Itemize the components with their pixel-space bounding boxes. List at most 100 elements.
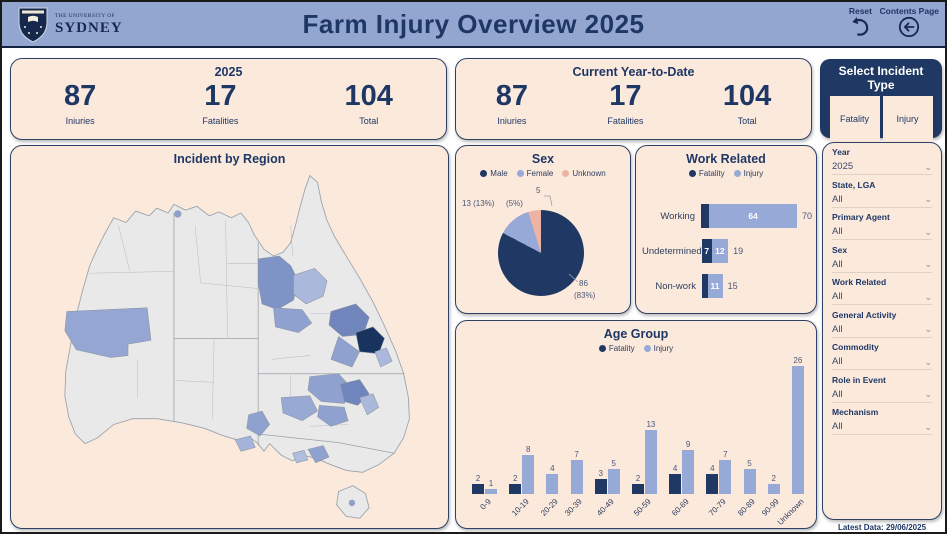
age-bar[interactable]	[509, 484, 522, 494]
contents-page-button[interactable]: Contents Page	[879, 6, 939, 43]
work-total-label: 15	[727, 281, 738, 291]
filter-dropdown[interactable]: All ⌄	[832, 291, 932, 305]
map-region[interactable]	[359, 393, 380, 416]
university-crest-icon	[18, 7, 48, 43]
australia-map[interactable]	[11, 168, 446, 524]
map-region[interactable]	[307, 445, 330, 464]
map-region[interactable]	[280, 395, 318, 421]
age-bar-value: 4	[672, 464, 678, 474]
filter-dropdown[interactable]: All ⌄	[832, 389, 932, 403]
pie-label-unknown-count: 5	[536, 186, 541, 195]
age-bar[interactable]	[644, 430, 657, 494]
work-bar-segment[interactable]: 12	[711, 239, 729, 263]
filter-commodity: Commodity All ⌄	[832, 342, 932, 370]
work-bar-segment[interactable]	[702, 274, 708, 298]
age-group-column: 26 Unknown	[775, 356, 805, 527]
filter-dropdown[interactable]: All ⌄	[832, 421, 932, 435]
work-bar-segment[interactable]: 64	[709, 204, 797, 228]
map-region[interactable]	[355, 326, 385, 354]
age-bar[interactable]	[706, 474, 719, 494]
legend-label: Unknown	[572, 169, 606, 178]
chevron-down-icon: ⌄	[924, 194, 932, 204]
work-bar-segment[interactable]: 11	[707, 274, 723, 298]
latest-data-label: Latest Data: 29/06/2025	[837, 523, 927, 532]
age-bar-value: 2	[771, 474, 776, 484]
sex-pie-chart[interactable]	[498, 210, 584, 296]
legend-dot-icon	[643, 345, 651, 352]
age-group-column: 4 9 60-69	[669, 440, 695, 518]
map-region[interactable]	[64, 307, 152, 358]
filter-dropdown[interactable]: All ⌄	[832, 324, 932, 338]
reset-button[interactable]: Reset	[849, 6, 872, 43]
work-bar-segment[interactable]	[701, 204, 710, 228]
age-bar[interactable]	[522, 454, 535, 494]
age-bar-value: 5	[747, 459, 752, 469]
chevron-down-icon: ⌄	[924, 291, 932, 302]
back-arrow-circle-icon	[899, 16, 920, 38]
age-bar[interactable]	[607, 469, 620, 494]
injury-button[interactable]: Injury	[882, 96, 933, 142]
filter-dropdown[interactable]: All ⌄	[832, 226, 932, 240]
filter-role-in-event: Role in Event All ⌄	[832, 375, 932, 403]
filter-value: All	[832, 258, 843, 270]
map-region[interactable]	[246, 410, 270, 437]
age-bar-value: 5	[611, 459, 616, 469]
filter-value: All	[832, 226, 843, 237]
map-region[interactable]	[234, 435, 256, 452]
map-region[interactable]	[174, 210, 182, 218]
legend-item[interactable]: Fatality	[598, 344, 635, 353]
legend-item[interactable]: Injury	[643, 344, 673, 353]
age-category-label: 20-29	[539, 497, 560, 518]
age-bar-column: 2	[767, 474, 780, 494]
age-group-column: 4 7 70-79	[706, 450, 732, 518]
work-bar-segment[interactable]: 7	[702, 239, 712, 263]
filter-dropdown[interactable]: All ⌄	[832, 356, 932, 370]
header-bar: THE UNIVERSITY OF SYDNEY Farm Injury Ove…	[2, 2, 945, 48]
chevron-down-icon: ⌄	[924, 161, 932, 172]
age-bar-value: 13	[646, 420, 656, 429]
age-bar[interactable]	[485, 489, 497, 494]
map-region[interactable]	[330, 336, 360, 368]
age-bar[interactable]	[546, 474, 559, 494]
age-bar[interactable]	[594, 479, 607, 494]
stat-injuries: 87 Iniuries	[64, 80, 97, 126]
fatality-button[interactable]: Fatality	[829, 96, 880, 142]
filter-value: All	[832, 193, 843, 205]
filter-label: Primary Agent	[832, 212, 890, 222]
age-bar-column: 4	[706, 464, 719, 494]
age-category-label: 80-89	[736, 497, 758, 518]
legend-label: Injury	[743, 169, 764, 178]
age-bar-column: 2	[631, 474, 644, 494]
age-bar[interactable]	[791, 366, 804, 494]
filter-dropdown[interactable]: 2025 ⌄	[832, 161, 932, 175]
work-category-label: Working	[660, 210, 695, 222]
map-region[interactable]	[257, 255, 299, 310]
filter-dropdown[interactable]: All ⌄	[832, 259, 932, 273]
legend-item[interactable]: Injury	[733, 169, 764, 178]
map-region[interactable]	[273, 307, 313, 333]
filter-label: State, LGA	[832, 179, 876, 190]
pie-label-male-pct: (83%)	[574, 291, 596, 300]
legend-item[interactable]: Fatality	[688, 169, 725, 178]
age-bar[interactable]	[719, 459, 732, 494]
map-region[interactable]	[348, 499, 356, 507]
age-bar[interactable]	[631, 484, 644, 494]
map-region[interactable]	[374, 347, 393, 368]
age-bar[interactable]	[767, 484, 780, 494]
filter-dropdown[interactable]: All ⌄	[832, 194, 932, 208]
pie-label-male-count: 86	[579, 279, 588, 288]
legend-item[interactable]: Unknown	[562, 169, 606, 178]
age-bar[interactable]	[669, 474, 682, 494]
age-bar[interactable]	[570, 459, 583, 494]
legend-item[interactable]: Female	[516, 169, 553, 178]
age-bar-column: 5	[743, 459, 756, 494]
age-bar[interactable]	[682, 449, 695, 494]
age-bar[interactable]	[743, 469, 756, 494]
map-region[interactable]	[307, 373, 351, 404]
map-region[interactable]	[292, 450, 309, 464]
map-region[interactable]	[317, 405, 349, 427]
map-region[interactable]	[293, 268, 328, 305]
age-bar[interactable]	[472, 484, 484, 494]
work-category-label: Undetermined	[642, 245, 702, 257]
legend-item[interactable]: Male	[480, 169, 508, 178]
